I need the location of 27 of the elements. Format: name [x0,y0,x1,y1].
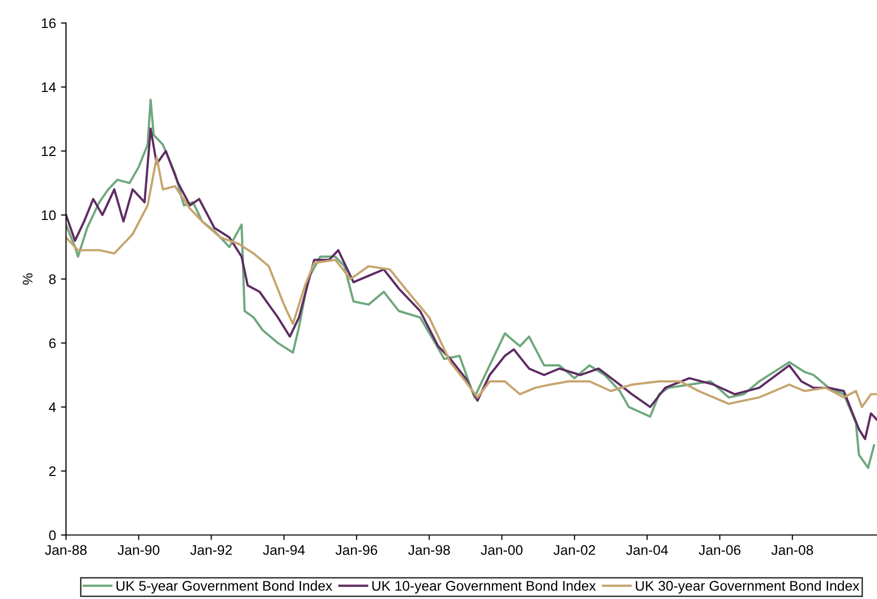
x-tick-label: Jan-04 [626,545,668,555]
x-tick-label: Jan-90 [118,545,160,555]
x-tick-label: Jan-88 [44,545,87,555]
y-tick-label: 10 [42,210,56,220]
x-tick-label: Jan-02 [554,545,596,555]
y-tick-label: 6 [49,338,56,348]
y-tick-label: 8 [49,274,56,284]
line-series [66,156,877,408]
y-tick-label: 4 [48,402,56,412]
x-tick-label: Jan-94 [262,545,305,555]
x-tick-label: Jan-06 [698,545,740,555]
y-tick-label: 12 [42,146,56,156]
x-tick-label: Jan-98 [408,545,450,555]
y-tick-label: 14 [42,82,56,92]
legend-label: UK 10-year Government Bond Index [372,580,596,594]
x-tick-label: Jan-92 [190,545,232,555]
line-series [66,127,877,440]
legend-label: UK 30-year Government Bond Index [636,580,860,594]
x-tick-label: Jan-00 [480,545,523,555]
line-series [66,98,876,469]
y-tick-label: 2 [49,466,56,476]
y-axis-title: % [22,273,32,285]
y-tick-label: 16 [42,18,56,28]
x-tick-label: Jan-96 [336,545,378,555]
y-tick-label: 0 [49,530,56,540]
legend-label: UK 5-year Government Bond Index [116,580,332,594]
x-tick-label: Jan-08 [771,545,814,555]
